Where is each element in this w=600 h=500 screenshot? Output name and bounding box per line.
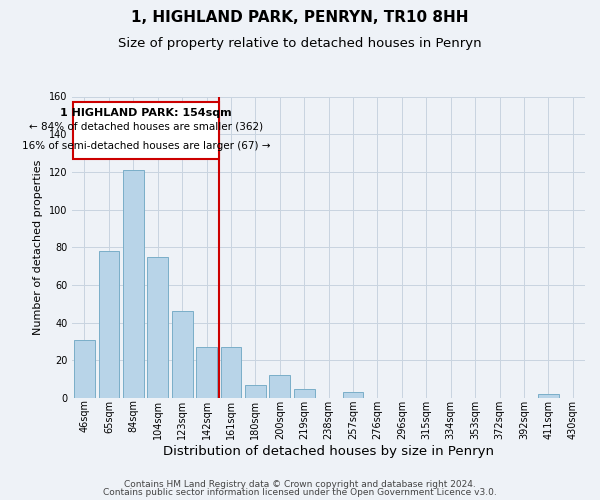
Bar xyxy=(172,312,193,398)
Y-axis label: Number of detached properties: Number of detached properties xyxy=(34,160,43,335)
Text: Size of property relative to detached houses in Penryn: Size of property relative to detached ho… xyxy=(118,38,482,51)
Bar xyxy=(196,347,217,398)
Bar xyxy=(98,251,119,398)
Bar xyxy=(221,347,241,398)
Text: 1 HIGHLAND PARK: 154sqm: 1 HIGHLAND PARK: 154sqm xyxy=(61,108,232,118)
Bar xyxy=(123,170,143,398)
Bar xyxy=(269,376,290,398)
Bar xyxy=(148,256,168,398)
X-axis label: Distribution of detached houses by size in Penryn: Distribution of detached houses by size … xyxy=(163,444,494,458)
Text: ← 84% of detached houses are smaller (362): ← 84% of detached houses are smaller (36… xyxy=(29,122,263,132)
Text: 16% of semi-detached houses are larger (67) →: 16% of semi-detached houses are larger (… xyxy=(22,141,271,151)
Bar xyxy=(343,392,364,398)
Bar xyxy=(245,385,266,398)
FancyBboxPatch shape xyxy=(73,102,219,158)
Text: Contains public sector information licensed under the Open Government Licence v3: Contains public sector information licen… xyxy=(103,488,497,497)
Text: Contains HM Land Registry data © Crown copyright and database right 2024.: Contains HM Land Registry data © Crown c… xyxy=(124,480,476,489)
Text: 1, HIGHLAND PARK, PENRYN, TR10 8HH: 1, HIGHLAND PARK, PENRYN, TR10 8HH xyxy=(131,10,469,25)
Bar xyxy=(74,340,95,398)
Bar xyxy=(538,394,559,398)
Bar xyxy=(294,388,314,398)
